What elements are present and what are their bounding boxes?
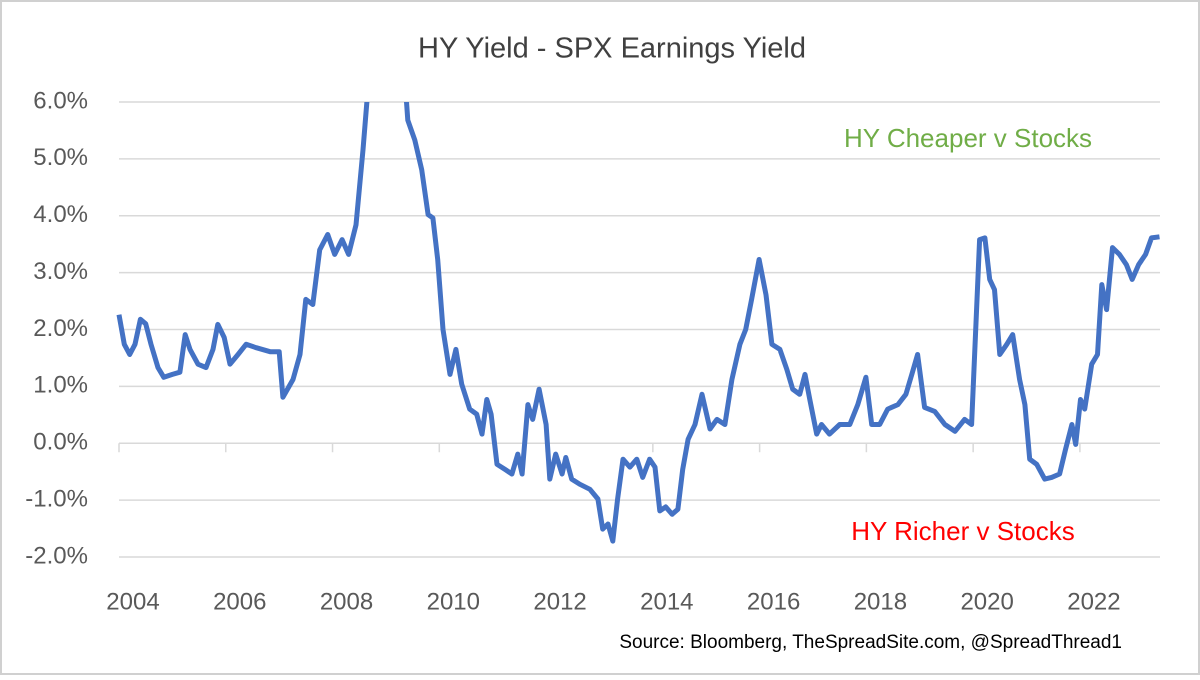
y-tick-label: -2.0% — [25, 542, 88, 569]
x-tick-label: 2012 — [533, 588, 586, 615]
x-tick-label: 2022 — [1067, 588, 1120, 615]
annotation: HY Richer v Stocks — [851, 516, 1074, 546]
x-tick-label: 2020 — [960, 588, 1013, 615]
x-tick-label: 2004 — [106, 588, 159, 615]
x-tick-label: 2016 — [747, 588, 800, 615]
y-tick-label: 3.0% — [33, 258, 88, 285]
y-tick-label: 4.0% — [33, 201, 88, 228]
y-tick-label: -1.0% — [25, 485, 88, 512]
x-tick-label: 2014 — [640, 588, 693, 615]
x-tick-label: 2008 — [320, 588, 373, 615]
annotation: HY Cheaper v Stocks — [844, 123, 1092, 153]
x-tick-label: 2006 — [213, 588, 266, 615]
y-tick-label: 5.0% — [33, 144, 88, 171]
x-tick-label: 2010 — [427, 588, 480, 615]
y-tick-label: 1.0% — [33, 372, 88, 399]
y-tick-label: 0.0% — [33, 429, 88, 456]
y-tick-label: 6.0% — [33, 87, 88, 114]
y-tick-label: 2.0% — [33, 315, 88, 342]
x-tick-label: 2018 — [854, 588, 907, 615]
source-note: Source: Bloomberg, TheSpreadSite.com, @S… — [619, 632, 1122, 653]
data-line — [116, 102, 1160, 544]
chart-title: HY Yield - SPX Earnings Yield — [418, 33, 806, 65]
